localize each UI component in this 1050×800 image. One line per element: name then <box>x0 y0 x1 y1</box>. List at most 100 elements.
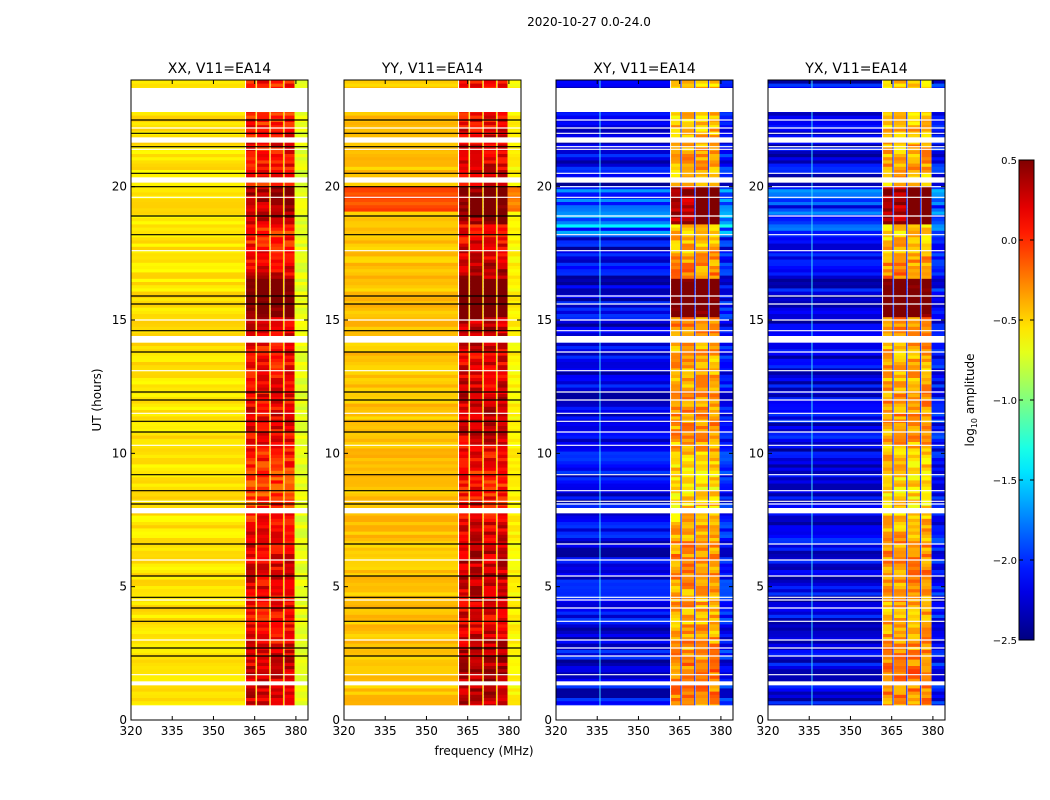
heatmap-cell <box>768 230 883 234</box>
heatmap-cell <box>131 652 246 657</box>
heatmap-cell <box>483 240 497 244</box>
heatmap-cell <box>483 348 497 353</box>
heatmap-cell <box>507 544 521 548</box>
heatmap-cell <box>894 617 907 622</box>
heatmap-cell <box>883 611 894 615</box>
heatmap-cell <box>507 326 521 330</box>
heatmap-cell <box>483 204 497 209</box>
heatmap-cell <box>344 384 459 388</box>
heatmap-cell <box>921 614 932 618</box>
heatmap-cell <box>921 288 932 292</box>
heatmap-cell <box>483 556 497 561</box>
heatmap-cell <box>768 569 883 574</box>
heatmap-cell <box>883 566 894 570</box>
data-gap <box>556 705 733 720</box>
heatmap-cell <box>459 652 470 657</box>
heatmap-cell <box>294 476 308 481</box>
heatmap-cell <box>294 403 308 407</box>
heatmap-cell <box>921 486 932 490</box>
heatmap-cell <box>483 380 497 385</box>
heatmap-cell <box>270 233 284 238</box>
heatmap-cell <box>556 464 671 468</box>
heatmap-cell <box>344 624 459 628</box>
heatmap-cell <box>131 521 246 526</box>
heatmap-cell <box>719 697 733 702</box>
heatmap-cell <box>695 496 709 500</box>
axes-frame <box>343 79 522 721</box>
heatmap-cell <box>682 371 695 375</box>
heatmap-cell <box>497 582 508 586</box>
heatmap-cell <box>497 697 508 702</box>
heatmap-cell <box>497 323 508 327</box>
heatmap-cell <box>257 464 270 468</box>
heatmap-cell <box>470 454 483 458</box>
heatmap-cell <box>294 460 308 465</box>
heatmap-cell <box>894 496 907 500</box>
heatmap-cell <box>507 291 521 295</box>
heatmap-cell <box>883 348 894 353</box>
heatmap-cell <box>246 422 257 426</box>
heatmap-cell <box>257 652 270 657</box>
heatmap-cell <box>907 128 921 132</box>
heatmap-cell <box>483 518 497 522</box>
heatmap-cell <box>294 192 308 196</box>
heatmap-cell <box>507 620 521 625</box>
heatmap-cell <box>768 208 883 212</box>
heatmap-cell <box>709 489 720 494</box>
heatmap-cell <box>695 441 709 446</box>
heatmap-cell <box>459 528 470 532</box>
heatmap-cell <box>257 233 270 238</box>
heatmap-cell <box>459 217 470 222</box>
heatmap-cell <box>131 112 246 116</box>
heatmap-cell <box>257 576 270 580</box>
heatmap-cell <box>894 601 907 606</box>
heatmap-cell <box>671 304 682 308</box>
heatmap-cell <box>682 387 695 391</box>
heatmap-cell <box>284 528 295 532</box>
heatmap-cell <box>483 403 497 407</box>
heatmap-cell <box>682 588 695 593</box>
data-gap <box>131 88 308 112</box>
heatmap-cell <box>671 268 682 273</box>
heatmap-cell <box>470 406 483 410</box>
heatmap-cell <box>709 476 720 481</box>
heatmap-cell <box>682 483 695 487</box>
heatmap-cell <box>921 198 932 202</box>
heatmap-cell <box>931 553 945 558</box>
heatmap-cell <box>894 284 907 289</box>
heatmap-cell <box>483 377 497 382</box>
heatmap-cell <box>284 384 295 388</box>
heatmap-cell <box>344 563 459 567</box>
heatmap-cell <box>719 169 733 174</box>
heatmap-cell <box>907 361 921 366</box>
heatmap-cell <box>921 204 932 209</box>
heatmap-cell <box>294 332 308 337</box>
heatmap-cell <box>270 352 284 356</box>
heatmap-cell <box>682 659 695 663</box>
heatmap-cell <box>294 512 308 516</box>
heatmap-cell <box>294 550 308 554</box>
heatmap-cell <box>257 630 270 634</box>
heatmap-cell <box>131 384 246 388</box>
heatmap-cell <box>507 662 521 666</box>
heatmap-cell <box>344 329 459 334</box>
heatmap-cell <box>294 368 308 372</box>
heatmap-cell <box>931 576 945 580</box>
heatmap-cell <box>768 172 883 177</box>
heatmap-cell <box>459 198 470 202</box>
heatmap-cell <box>294 265 308 270</box>
heatmap-cell <box>719 684 733 689</box>
heatmap-cell <box>246 512 257 516</box>
heatmap-cell <box>284 396 295 401</box>
heatmap-cell <box>556 611 671 615</box>
heatmap-cell <box>894 585 907 590</box>
heatmap-cell <box>270 604 284 609</box>
heatmap-cell <box>883 691 894 695</box>
heatmap-cell <box>719 470 733 474</box>
heatmap-cell <box>768 160 883 164</box>
heatmap-cell <box>931 454 945 458</box>
heatmap-cell <box>497 185 508 190</box>
heatmap-cell <box>257 444 270 449</box>
heatmap-cell <box>671 518 682 522</box>
heatmap-cell <box>131 444 246 449</box>
